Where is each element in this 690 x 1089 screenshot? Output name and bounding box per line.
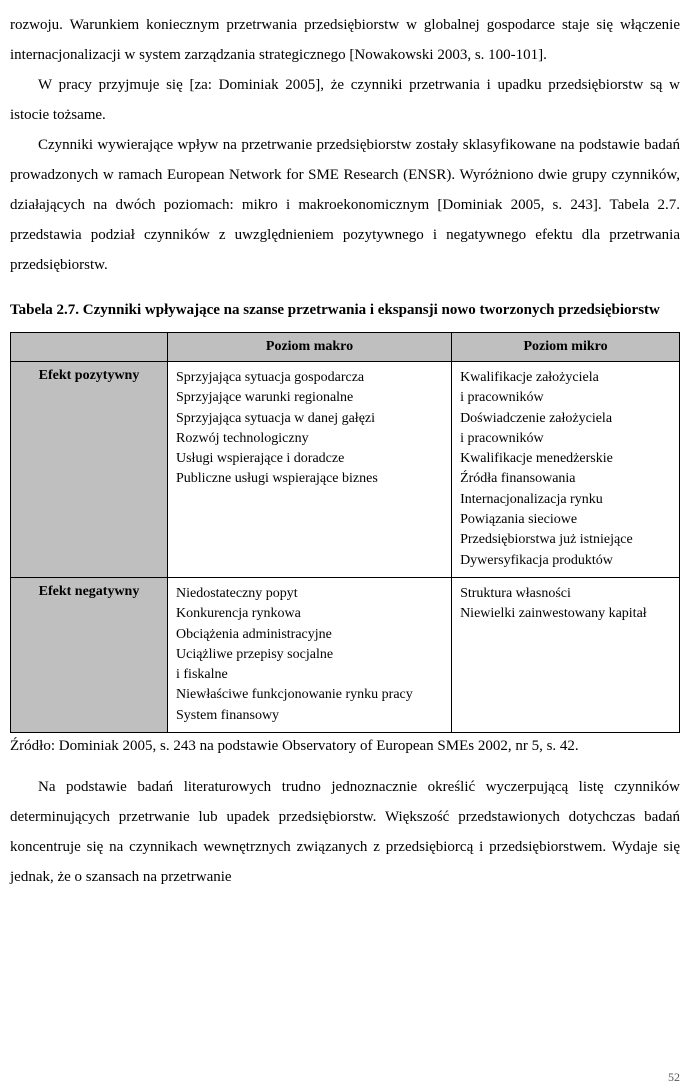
cell-positive-makro: Sprzyjająca sytuacja gospodarcza Sprzyja… xyxy=(168,362,452,578)
row-header-negative: Efekt negatywny xyxy=(11,577,168,732)
col-header-makro: Poziom makro xyxy=(168,333,452,362)
row-header-positive: Efekt pozytywny xyxy=(11,362,168,578)
table-source: Źródło: Dominiak 2005, s. 243 na podstaw… xyxy=(10,735,680,758)
cell-negative-makro: Niedostateczny popyt Konkurencja rynkowa… xyxy=(168,577,452,732)
paragraph-continuation: rozwoju. Warunkiem koniecznym przetrwani… xyxy=(10,10,680,70)
paragraph: Na podstawie badań literaturowych trudno… xyxy=(10,772,680,892)
page-number: 52 xyxy=(668,1070,680,1085)
cell-negative-mikro: Struktura własności Niewielki zainwestow… xyxy=(452,577,680,732)
paragraph: Czynniki wywierające wpływ na przetrwani… xyxy=(10,130,680,280)
table-corner-cell xyxy=(11,333,168,362)
col-header-mikro: Poziom mikro xyxy=(452,333,680,362)
paragraph: W pracy przyjmuje się [za: Dominiak 2005… xyxy=(10,70,680,130)
cell-positive-mikro: Kwalifikacje założyciela i pracowników D… xyxy=(452,362,680,578)
table-caption: Tabela 2.7. Czynniki wpływające na szans… xyxy=(10,298,680,322)
factors-table: Poziom makro Poziom mikro Efekt pozytywn… xyxy=(10,332,680,733)
